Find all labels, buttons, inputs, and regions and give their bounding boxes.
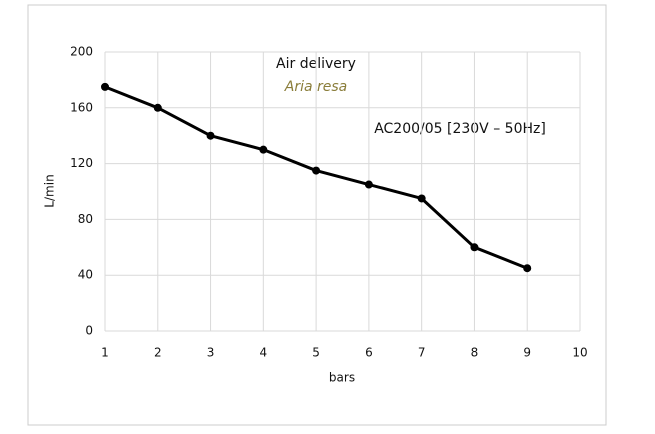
x-tick-label: 5 [312, 346, 320, 360]
data-point [312, 166, 321, 175]
data-point [417, 194, 426, 203]
x-tick-label: 1 [101, 346, 109, 360]
x-tick-label: 8 [471, 346, 479, 360]
x-tick-label: 6 [365, 346, 373, 360]
chart-subtitle: Aria resa [284, 79, 348, 95]
data-point [470, 243, 479, 252]
y-tick-label: 160 [70, 100, 93, 114]
data-point [101, 82, 109, 91]
series-label: AC200/05 [230V – 50Hz] [374, 121, 546, 137]
chart-frame [27, 4, 607, 426]
x-tick-label: 4 [260, 346, 268, 360]
x-tick-label: 7 [418, 346, 426, 360]
y-tick-label: 200 [70, 45, 93, 59]
y-tick-label: 40 [78, 268, 93, 282]
x-axis-label: bars [329, 371, 355, 385]
y-axis-label: L/min [43, 174, 57, 207]
data-point [364, 180, 373, 189]
data-point [259, 145, 268, 154]
data-point [153, 103, 162, 112]
y-tick-label: 120 [70, 156, 93, 170]
data-point [523, 264, 532, 273]
x-tick-label: 9 [523, 346, 531, 360]
y-tick-label: 80 [78, 212, 93, 226]
data-point [206, 131, 215, 140]
y-tick-label: 0 [85, 324, 93, 338]
x-tick-label: 10 [572, 346, 587, 360]
x-tick-label: 3 [207, 346, 215, 360]
x-tick-label: 2 [154, 346, 162, 360]
